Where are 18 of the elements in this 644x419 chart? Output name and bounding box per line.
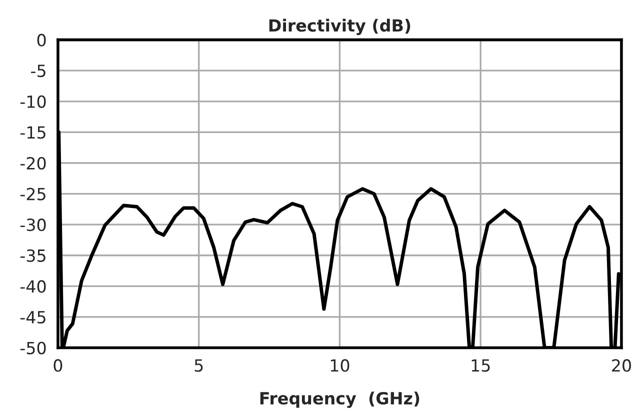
y-tick-label: -30 — [20, 218, 46, 232]
y-tick-label: 0 — [37, 34, 46, 46]
x-tick-label: 15 — [472, 359, 490, 372]
y-tick-label: -5 — [31, 64, 46, 78]
y-tick-label: -40 — [20, 280, 46, 293]
chart-title: Directivity (dB) — [269, 18, 410, 36]
x-tick-label: 20 — [612, 359, 631, 372]
y-tick-label: -20 — [20, 156, 46, 170]
y-tick-label: -45 — [20, 311, 46, 324]
y-tick-label: -25 — [20, 188, 46, 200]
y-tick-label: -15 — [20, 126, 46, 139]
x-tick-label: 5 — [194, 359, 203, 372]
y-tick-label: -10 — [20, 95, 46, 108]
x-tick-label: 0 — [54, 359, 62, 372]
x-tick-label: 10 — [330, 359, 350, 372]
y-tick-label: -35 — [20, 249, 46, 262]
x-axis-title: Frequency (GHz) — [260, 392, 420, 408]
y-tick-label: -50 — [20, 342, 46, 354]
